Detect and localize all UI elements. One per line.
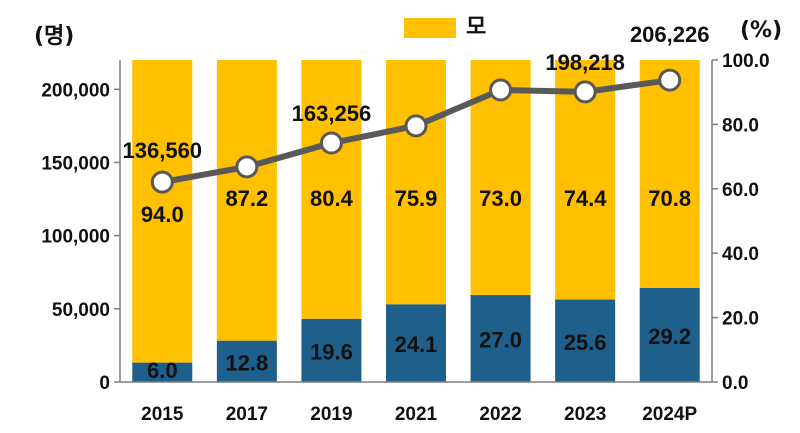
line-value-label: 136,560 [123,138,203,163]
left-tick-label: 200,000 [41,80,110,101]
left-axis-unit: (명) [34,24,75,49]
bar-father-2023 [555,299,616,382]
data-label-mother: 75.9 [395,186,438,211]
x-tick-label: 2022 [479,404,521,425]
right-tick-label: 80.0 [722,115,759,136]
data-label-mother: 70.8 [648,186,691,211]
right-tick-label: 0.0 [722,373,748,394]
line-point-2024P [658,68,682,92]
legend: 모 [404,15,486,41]
line-point-2021 [404,114,428,138]
data-label-father: 6.0 [147,358,178,383]
bar-father-2015 [132,362,193,382]
bar-mother-2024P [639,60,700,288]
data-label-mother: 73.0 [479,186,522,211]
right-tick-label: 40.0 [722,244,759,265]
line-value-label: 206,226 [630,22,710,47]
bar-father-2019 [301,318,362,382]
line-value-label: 198,218 [545,50,625,75]
line-point-2019 [319,131,343,155]
bar-father-2022 [470,295,531,382]
bar-mother-2021 [386,60,446,305]
bar-father-2024P [639,287,700,382]
right-axis-unit: (%) [740,18,783,43]
x-tick-label: 2021 [395,404,438,425]
data-label-father: 12.8 [225,350,268,375]
data-label-father: 19.6 [310,339,353,364]
data-label-mother: 94.0 [141,202,184,227]
left-tick-label: 50,000 [52,300,110,321]
line-value-label: 163,256 [292,101,372,126]
data-label-mother: 87.2 [225,186,268,211]
right-tick-label: 60.0 [722,180,759,201]
legend-label-mother: 모 [466,15,487,40]
x-tick-label: 2015 [141,404,184,425]
data-label-father: 24.1 [395,332,438,357]
line-point-2017 [235,155,259,179]
right-tick-label: 20.0 [722,309,759,330]
line-point-2023 [573,80,597,104]
bar-father-2017 [216,340,277,382]
data-label-father: 25.6 [564,330,607,355]
x-tick-label: 2017 [226,404,268,425]
left-tick-label: 150,000 [41,153,110,174]
line-point-2022 [489,78,513,102]
left-tick-label: 100,000 [41,227,110,248]
data-label-father: 29.2 [648,324,691,349]
x-tick-label: 2023 [564,404,606,425]
right-tick-label: 100.0 [722,51,770,72]
bar-father-2021 [386,304,446,382]
data-label-father: 27.0 [479,328,522,353]
bar-mother-2015 [132,60,193,363]
bar-mother-2017 [216,60,277,341]
bar-mother-2019 [301,60,362,319]
left-tick-label: 0 [99,373,110,394]
data-label-mother: 74.4 [564,186,608,211]
data-label-mother: 80.4 [310,186,354,211]
line-point-2015 [150,170,174,194]
x-tick-label: 2019 [310,404,352,425]
legend-swatch-mother [404,18,456,38]
x-tick-label: 2024P [642,404,697,425]
